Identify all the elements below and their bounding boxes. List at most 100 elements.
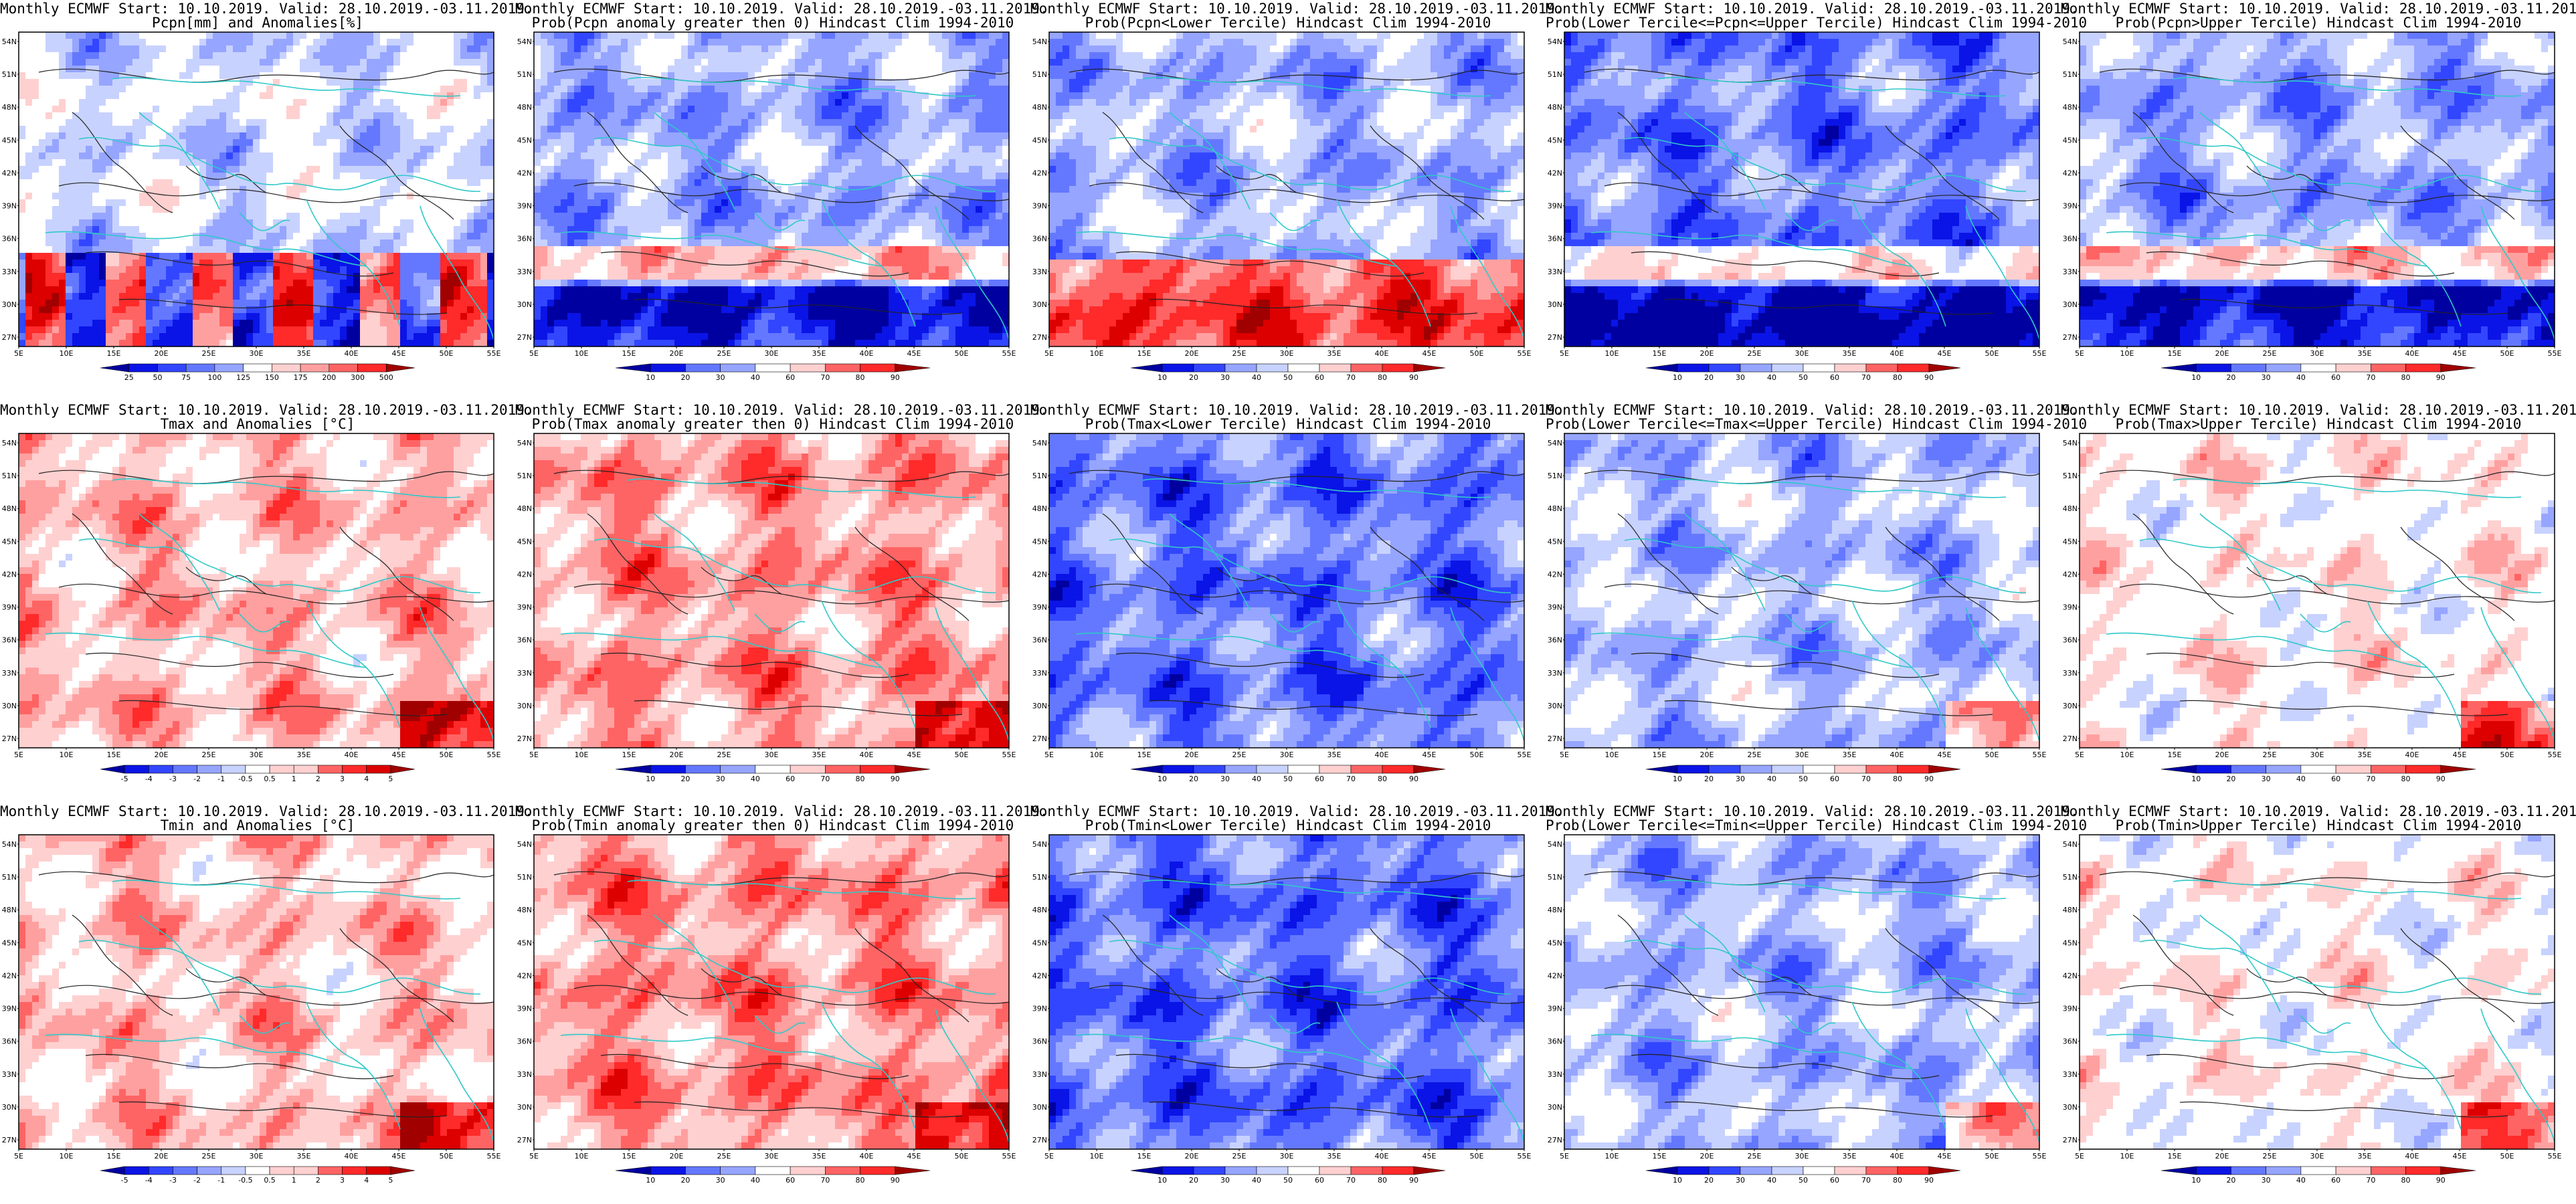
colorbar-tick-label: 80 [1893,1176,1902,1185]
colorbar-tick-label: 30 [2262,1176,2271,1185]
latitude-tick-label: 36N [517,235,532,243]
shaded-field [2080,835,2555,1149]
coastline [420,205,494,340]
longitude-tick-label: 30E [1795,1152,1809,1161]
longitude-tick-label: 15E [107,750,121,759]
isoline [85,251,394,277]
colorbar-tick-label: 90 [1409,373,1418,382]
latitude-tick-label: 39N [1032,1005,1047,1013]
colorbar-tick-label: 70 [820,373,830,382]
latitude-tick-label: 51N [517,472,532,480]
coastline [1269,1015,1321,1034]
latitude-tick-label: 27N [2063,333,2078,342]
colorbar-tick-label: 70 [1861,373,1871,382]
longitude-tick-label: 20E [670,349,684,358]
colorbar-tick-label: 20 [1189,1176,1198,1185]
coastline [654,112,735,210]
colorbar-tick-label: 40 [1767,1176,1776,1185]
isoline [85,652,394,678]
latitude-tick-label: 33N [2,268,17,276]
isoline [118,298,448,315]
longitude-tick-label: 50E [2500,349,2514,358]
isoline [339,928,454,1023]
colorbar-tick-label: 150 [265,373,279,382]
coastline [935,205,1009,340]
longitude-tick-label: 15E [1137,750,1152,759]
isoline [2146,1054,2455,1080]
shaded-field [1564,835,2039,1149]
coastline [627,880,976,900]
longitude-tick-label: 35E [297,349,311,358]
longitude-tick-label: 30E [2310,1152,2324,1161]
isoline [1617,112,1719,213]
latitude-tick-label: 42N [1032,570,1047,579]
longitude-tick-label: 45E [1422,1152,1437,1161]
longitude-tick-label: 5E [14,750,23,759]
longitude-tick-label: 5E [14,349,23,358]
longitude-tick-label: 25E [202,750,216,759]
colorbar-tick-label: 80 [1378,1176,1387,1185]
latitude-tick-label: 51N [2,472,17,480]
latitude-tick-label: 27N [1548,333,1562,342]
isoline [38,68,494,83]
latitude-tick-label: 42N [1548,570,1562,579]
colorbar-tick-label: 80 [856,1176,865,1185]
isoline [85,1054,394,1080]
isoline [1731,165,1813,193]
colorbar-tick-label: 90 [2436,373,2446,382]
longitude-tick-label: 25E [2263,1152,2277,1161]
longitude-tick-label: 20E [1700,349,1714,358]
isoline [2146,652,2455,678]
coastline [1657,880,2007,900]
coastline [2336,977,2542,995]
longitude-tick-label: 55E [1002,750,1016,759]
latitude-tick-label: 48N [2,504,17,513]
latitude-tick-label: 51N [2063,472,2078,480]
isoline [1617,914,1719,1016]
latitude-tick-label: 33N [517,669,532,678]
latitude-tick-label: 54N [517,37,532,46]
longitude-tick-label: 35E [2358,349,2372,358]
panel-title-line2: Prob(Lower Tercile<=Pcpn<=Upper Tercile)… [1546,15,2087,30]
colorbar-tick-label: 70 [1346,775,1356,783]
coastline [2199,513,2281,611]
longitude-tick-label: 50E [440,1152,454,1161]
longitude-tick-label: 55E [1517,750,1532,759]
longitude-tick-label: 25E [2263,750,2277,759]
longitude-tick-label: 5E [1044,750,1054,759]
latitude-tick-label: 45N [1548,537,1562,546]
longitude-tick-label: 5E [2075,1152,2084,1161]
latitude-tick-label: 39N [1032,202,1047,211]
colorbar-tick-label: 2 [316,1176,320,1185]
longitude-tick-label: 40E [345,750,359,759]
colorbar-tick-label: 80 [1893,373,1902,382]
latitude-tick-label: 48N [2063,504,2078,513]
coastline [1784,212,1836,231]
colorbar-tick-label: 30 [2262,775,2271,783]
longitude-tick-label: 10E [1605,750,1619,759]
longitude-tick-label: 20E [670,750,684,759]
shaded-field [2080,32,2555,346]
colorbar-tick-label: 20 [680,1176,690,1185]
colorbar-tick-label: 50 [1799,775,1808,783]
longitude-tick-label: 50E [2500,750,2514,759]
longitude-tick-label: 10E [575,1152,589,1161]
isoline [701,165,782,193]
latitude-tick-label: 30N [517,1103,532,1112]
coastline [2173,478,2522,498]
longitude-tick-label: 20E [155,1152,169,1161]
colorbar-tick-label: 40 [751,775,760,783]
latitude-tick-label: 51N [1548,70,1562,79]
latitude-tick-label: 39N [2063,202,2078,211]
longitude-tick-label: 45E [392,1152,406,1161]
longitude-tick-label: 35E [297,750,311,759]
longitude-tick-label: 5E [14,1152,23,1161]
coastline [1784,613,1836,633]
coastline [45,1033,367,1070]
colorbar-tick-label: 20 [680,373,690,382]
isoline [1631,251,1940,277]
latitude-tick-label: 30N [2063,300,2078,309]
isoline [1069,68,1524,83]
isoline [600,1054,909,1080]
latitude-tick-label: 48N [1548,103,1562,112]
